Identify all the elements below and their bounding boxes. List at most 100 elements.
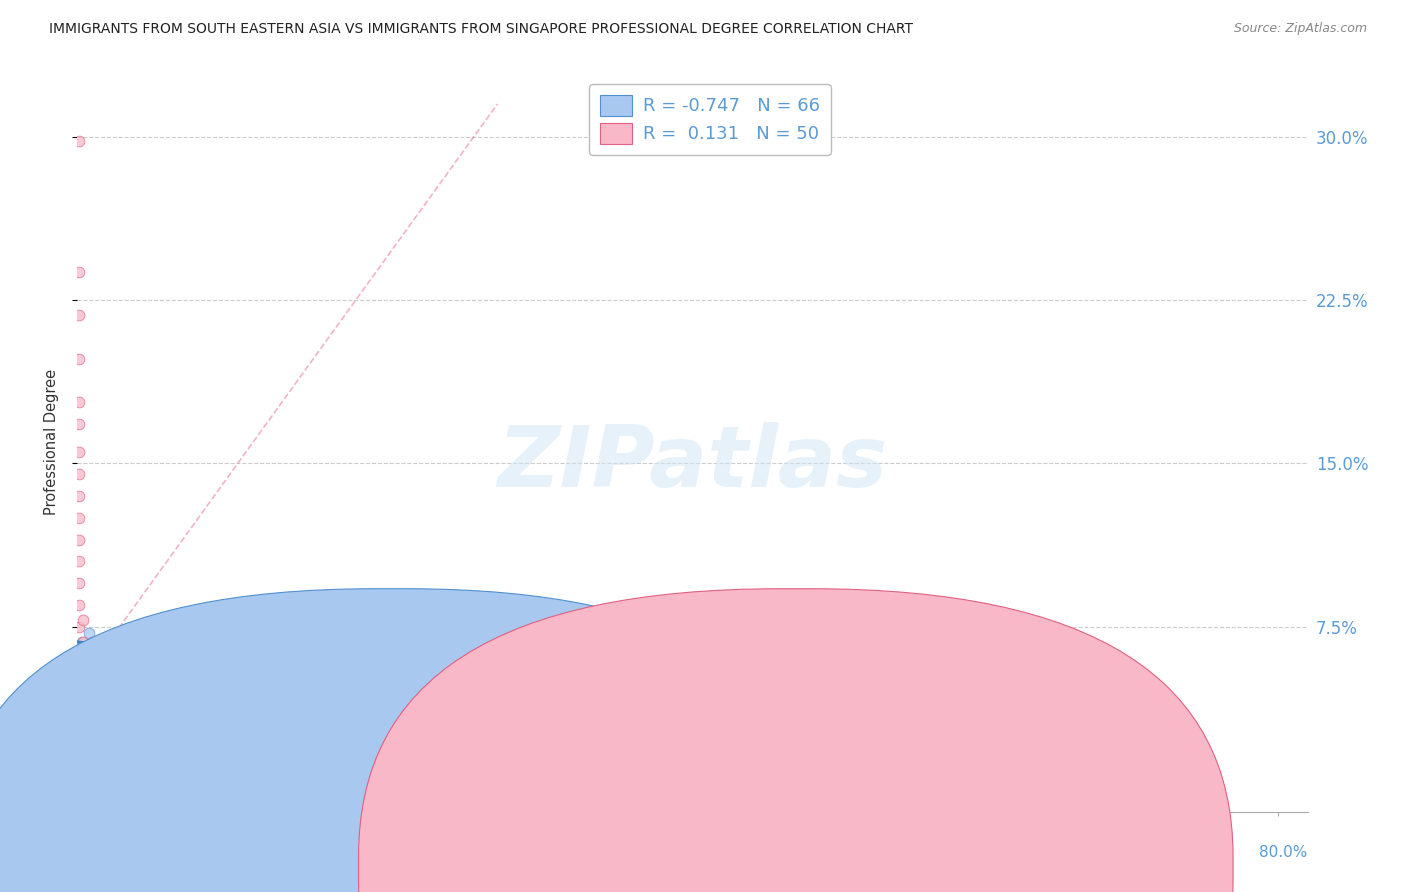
Point xyxy=(963,774,986,789)
Point xyxy=(67,134,90,148)
Point xyxy=(664,764,686,778)
Point xyxy=(190,702,212,716)
Point xyxy=(72,663,94,677)
Point xyxy=(208,709,231,723)
Point xyxy=(76,722,98,736)
Point xyxy=(86,685,108,699)
Point xyxy=(67,576,90,591)
Point xyxy=(138,678,160,692)
Point xyxy=(67,598,90,612)
Point xyxy=(288,729,311,743)
Point xyxy=(67,308,90,322)
Text: 80.0%: 80.0% xyxy=(1260,845,1308,860)
Point xyxy=(121,700,143,714)
Point xyxy=(363,739,385,754)
Point xyxy=(112,691,135,706)
Point xyxy=(67,351,90,366)
Point xyxy=(72,685,94,699)
Point xyxy=(86,657,108,671)
Point xyxy=(149,690,172,704)
Point xyxy=(159,691,181,706)
Point xyxy=(114,665,136,680)
Point xyxy=(146,722,169,736)
Point xyxy=(219,713,242,727)
Point xyxy=(693,765,716,780)
Point xyxy=(513,752,536,766)
Point xyxy=(453,748,475,763)
Point xyxy=(318,732,340,747)
Y-axis label: Professional Degree: Professional Degree xyxy=(44,368,59,515)
Point xyxy=(408,744,430,758)
Point xyxy=(574,756,596,771)
Point xyxy=(108,658,131,673)
Point xyxy=(153,687,176,701)
Point xyxy=(754,767,776,781)
Point xyxy=(90,696,112,710)
Point xyxy=(873,772,896,786)
Point xyxy=(394,741,416,756)
Point xyxy=(138,717,160,731)
Point xyxy=(72,635,94,649)
Point xyxy=(183,700,205,714)
Legend: R = -0.747   N = 66, R =  0.131   N = 50: R = -0.747 N = 66, R = 0.131 N = 50 xyxy=(589,84,831,154)
Point xyxy=(423,744,446,758)
Point xyxy=(89,674,111,689)
Point xyxy=(104,678,127,692)
Point xyxy=(108,685,131,699)
Point xyxy=(588,759,610,773)
Point xyxy=(349,737,371,751)
Point xyxy=(82,691,104,706)
Point xyxy=(72,613,94,627)
Point xyxy=(76,685,98,699)
Point xyxy=(603,759,626,773)
Point xyxy=(333,735,356,749)
Point xyxy=(90,663,112,677)
Point xyxy=(72,648,94,662)
Point xyxy=(783,767,806,781)
Point xyxy=(117,696,139,710)
Text: 0.0%: 0.0% xyxy=(77,845,117,860)
Point xyxy=(98,674,121,689)
Point xyxy=(529,755,551,769)
Point xyxy=(127,705,149,719)
Point xyxy=(468,748,491,763)
Point xyxy=(82,635,104,649)
Point xyxy=(67,265,90,279)
Point xyxy=(76,706,98,721)
Point xyxy=(543,755,565,769)
Point xyxy=(67,395,90,409)
Text: Immigrants from Singapore: Immigrants from Singapore xyxy=(820,862,1031,876)
Point xyxy=(169,739,191,754)
Point xyxy=(98,652,121,666)
Point xyxy=(124,670,146,684)
Point xyxy=(67,445,90,459)
Point xyxy=(73,663,96,677)
Point xyxy=(129,674,152,689)
Point xyxy=(558,756,581,771)
Text: ZIPatlas: ZIPatlas xyxy=(498,422,887,505)
Point xyxy=(633,761,655,775)
Point xyxy=(498,750,520,764)
Point xyxy=(243,720,266,734)
Point xyxy=(131,709,153,723)
Point xyxy=(160,735,183,749)
Point xyxy=(844,770,866,784)
Point xyxy=(174,698,197,712)
Point xyxy=(304,731,326,745)
Point xyxy=(934,774,956,789)
Point xyxy=(93,648,115,662)
Point xyxy=(903,772,925,786)
Point xyxy=(67,489,90,503)
Point xyxy=(378,739,401,754)
Text: Immigrants from South Eastern Asia: Immigrants from South Eastern Asia xyxy=(415,862,692,876)
Point xyxy=(1114,779,1136,793)
Point xyxy=(813,770,835,784)
Point xyxy=(134,687,156,701)
Point xyxy=(723,765,745,780)
Point xyxy=(76,641,98,656)
Point xyxy=(84,639,107,653)
Point xyxy=(228,715,250,730)
Point xyxy=(67,417,90,431)
Point xyxy=(118,682,141,697)
Point xyxy=(94,670,117,684)
